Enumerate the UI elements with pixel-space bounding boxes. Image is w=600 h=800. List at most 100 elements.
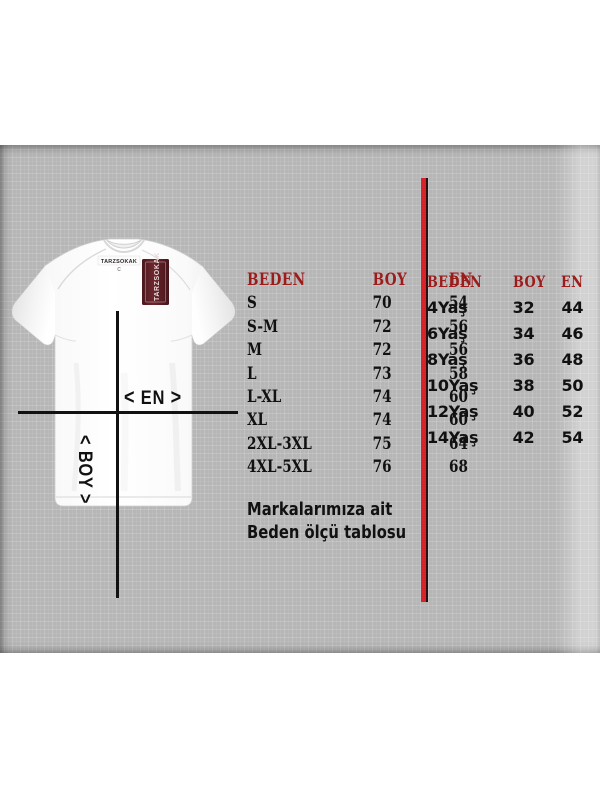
length-marker: < BOY > <box>74 435 95 505</box>
table-row: 4XL-5XL 76 68 <box>247 456 509 479</box>
length-top-chevron: < <box>74 435 95 446</box>
cell-boy: 72 <box>372 340 392 361</box>
header-boy: BOY <box>512 272 546 291</box>
cell-size: L <box>247 363 257 384</box>
caption-line-2: Beden ölçü tablosu <box>247 522 407 543</box>
length-label: BOY <box>74 450 95 489</box>
fold-right <box>169 362 181 492</box>
cell-en: 64 <box>449 433 468 454</box>
table-row: XL 74 60 <box>247 409 509 432</box>
cell-size: S-M <box>247 316 279 337</box>
cell-en: 58 <box>449 363 468 384</box>
table-header-row: BEDEN BOY EN <box>427 269 600 295</box>
header-en: EN <box>561 272 584 291</box>
cell-en: 48 <box>561 350 584 369</box>
seam-left-shoulder <box>57 248 107 290</box>
table-row: 10Yaş 38 50 <box>427 373 600 399</box>
cell-en: 60 <box>449 410 468 431</box>
table-header-row: BEDEN BOY EN <box>247 269 509 292</box>
cell-size: 4XL-5XL <box>247 457 312 478</box>
table-row: 6Yaş 34 46 <box>427 321 600 347</box>
cell-size: M <box>247 340 263 361</box>
header-beden: BEDEN <box>247 270 306 290</box>
length-bottom-chevron: > <box>74 493 95 505</box>
cell-boy: 36 <box>512 350 535 369</box>
cell-boy: 74 <box>372 387 392 408</box>
hang-tag-text: TARZSOKAK <box>154 252 161 301</box>
neck-label-text: TARZSOKAK <box>101 259 137 265</box>
width-measure-line <box>18 411 238 414</box>
fold-left <box>71 362 81 492</box>
width-marker: < EN > <box>124 386 182 410</box>
header-en: EN <box>449 270 473 290</box>
tshirt-photo: TARZSOKAK C TARZSOKAK < EN > <box>6 223 242 598</box>
cell-en: 54 <box>449 293 468 314</box>
cell-en: 56 <box>449 340 468 361</box>
cell-size: 8Yaş <box>427 350 468 369</box>
table-row: 4Yaş 32 44 <box>427 295 600 321</box>
width-left-chevron: < <box>124 386 136 409</box>
chart-background-panel: TARZSOKAK C TARZSOKAK < EN > <box>0 145 600 653</box>
cell-boy: 76 <box>372 457 392 478</box>
cell-size: 12Yaş <box>427 402 479 421</box>
length-measure-line <box>116 311 119 598</box>
hang-tag: TARZSOKAK <box>142 252 169 305</box>
tshirt-collar <box>105 238 143 249</box>
cell-boy: 75 <box>372 433 392 454</box>
width-label: EN <box>140 388 166 409</box>
cell-size: S <box>247 293 257 314</box>
kids-size-table: BEDEN BOY EN 4Yaş 32 44 6Yaş 34 46 <box>427 269 600 451</box>
fold-center <box>120 372 129 492</box>
seam-right-underarm <box>170 334 193 342</box>
width-right-chevron: > <box>170 386 183 409</box>
cell-en: 54 <box>561 428 584 447</box>
cell-en: 44 <box>561 298 584 317</box>
cell-boy: 70 <box>372 293 392 314</box>
chart-caption: Markalarımıza ait Beden ölçü tablosu <box>247 498 406 544</box>
table-row: 8Yaş 36 48 <box>427 347 600 373</box>
cell-boy: 40 <box>512 402 535 421</box>
table-row: L 73 58 <box>247 363 509 386</box>
tshirt-illustration: TARZSOKAK C TARZSOKAK <box>11 238 236 507</box>
header-boy: BOY <box>372 270 408 290</box>
tshirt-right-sleeve <box>192 266 235 345</box>
cell-size: 4Yaş <box>427 298 468 317</box>
red-divider-line <box>421 178 428 602</box>
table-row: S 70 54 <box>247 292 509 315</box>
cell-en: 46 <box>561 324 584 343</box>
adult-size-table-grid: BEDEN BOY EN S 70 54 S-M 72 56 <box>247 269 509 480</box>
kids-size-table-grid: BEDEN BOY EN 4Yaş 32 44 6Yaş 34 46 <box>427 269 600 451</box>
adult-size-table: BEDEN BOY EN S 70 54 S-M 72 56 <box>247 269 509 480</box>
tshirt-left-sleeve <box>12 265 55 345</box>
cell-size: 2XL-3XL <box>247 433 312 454</box>
cell-boy: 73 <box>372 363 392 384</box>
cell-boy: 34 <box>512 324 535 343</box>
caption-line-1: Markalarımıza ait <box>247 499 393 520</box>
seam-left-underarm <box>54 334 77 342</box>
neck-size-text: C <box>117 267 121 273</box>
cell-size: 14Yaş <box>427 428 479 447</box>
cell-boy: 38 <box>512 376 535 395</box>
table-row: M 72 56 <box>247 339 509 362</box>
cell-en: 60 <box>449 387 468 408</box>
cell-boy: 32 <box>512 298 535 317</box>
cell-boy: 72 <box>372 316 392 337</box>
header-beden: BEDEN <box>427 272 483 291</box>
cell-boy: 42 <box>512 428 535 447</box>
cell-en: 50 <box>561 376 584 395</box>
table-row: 14Yaş 42 54 <box>427 425 600 451</box>
table-row: S-M 72 56 <box>247 316 509 339</box>
cell-size: L-XL <box>247 387 282 408</box>
table-row: 2XL-3XL 75 64 <box>247 433 509 456</box>
seam-right-shoulder <box>141 249 191 291</box>
cell-boy: 74 <box>372 410 392 431</box>
cell-en: 52 <box>561 402 584 421</box>
cell-size: XL <box>247 410 268 431</box>
neck-label: TARZSOKAK C <box>97 255 141 273</box>
cell-en: 56 <box>449 316 468 337</box>
collar-ribbing <box>103 239 145 253</box>
table-row: 12Yaş 40 52 <box>427 399 600 425</box>
cell-size: 10Yaş <box>427 376 479 395</box>
cell-en: 68 <box>449 457 468 478</box>
